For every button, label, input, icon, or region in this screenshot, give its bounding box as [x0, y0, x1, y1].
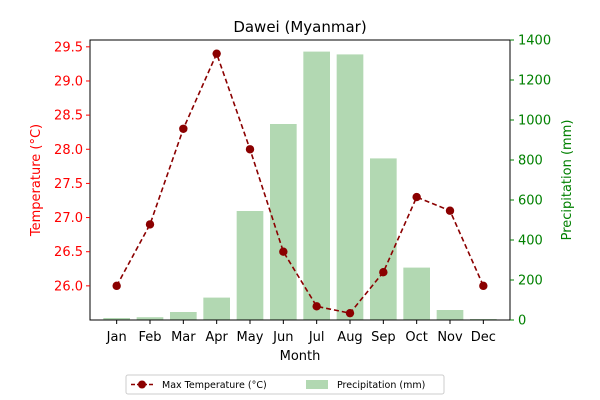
x-tick-label-jul: Jul — [308, 330, 325, 345]
precipitation-bar-jan — [103, 318, 130, 320]
x-axis-label: Month — [280, 349, 321, 364]
x-axis: Jan Feb Mar Apr May Jun Jul Aug Sep Oct Nov Dec — [106, 320, 496, 345]
x-tick-label-mar: Mar — [171, 330, 196, 345]
y-right-tick-label: 0 — [518, 314, 526, 329]
precipitation-bar-sep — [370, 158, 397, 320]
temperature-point-feb — [145, 220, 155, 229]
temperature-line — [112, 49, 488, 318]
temperature-series-line — [115, 51, 485, 315]
temperature-point-sep — [379, 267, 388, 277]
y-right-tick-label: 1000 — [518, 114, 551, 129]
legend: Max Temperature (°C) Precipitation (mm) — [125, 374, 445, 395]
x-tick-label-feb: Feb — [138, 330, 161, 345]
chart-title: Dawei (Myanmar) — [233, 18, 366, 36]
legend-box — [125, 374, 445, 395]
temperature-point-mar — [179, 124, 188, 133]
y-left-tick-label: 28.5 — [54, 109, 83, 124]
precipitation-bars — [103, 51, 497, 321]
y-right-tick-label: 200 — [518, 274, 543, 289]
y-left-tick-label: 29.0 — [54, 74, 83, 89]
legend-bar-swatch — [306, 380, 328, 389]
y-axis-right-label: Precipitation (mm) — [560, 120, 575, 241]
temperature-point-dec — [479, 281, 488, 291]
temperature-point-aug — [345, 308, 355, 318]
x-tick-label-apr: Apr — [205, 330, 228, 345]
precipitation-bar-aug — [336, 54, 364, 321]
precipitation-bar-feb — [136, 317, 164, 320]
temperature-point-jul — [312, 302, 321, 311]
precipitation-bar-apr — [203, 297, 230, 320]
y-right-tick-label: 1200 — [518, 74, 551, 89]
precipitation-bar-may — [236, 211, 264, 320]
x-tick-label-dec: Dec — [471, 330, 496, 345]
y-axis-left-label: Temperature (°C) — [29, 124, 44, 237]
temperature-point-apr — [212, 49, 221, 58]
y-left-tick-label: 27.0 — [54, 211, 83, 226]
legend-temperature-label: Max Temperature (°C) — [162, 380, 267, 391]
y-right-tick-label: 600 — [518, 194, 543, 209]
precipitation-bar-mar — [170, 312, 197, 320]
y-right-tick-label: 1400 — [518, 34, 551, 49]
x-tick-label-jun: Jun — [272, 330, 293, 345]
plot-frame — [89, 39, 511, 321]
temperature-point-oct — [412, 192, 421, 202]
y-axis-right: 0 200 400 600 800 1000 1200 1400 — [510, 34, 551, 329]
precipitation-bar-nov — [436, 310, 464, 320]
temperature-point-may — [245, 145, 255, 154]
y-right-tick-label: 400 — [518, 234, 543, 249]
x-tick-label-jan: Jan — [106, 330, 127, 345]
x-tick-label-may: May — [237, 330, 264, 345]
precipitation-bar-jun — [270, 124, 297, 320]
y-left-tick-label: 26.0 — [54, 279, 83, 294]
x-tick-label-sep: Sep — [371, 330, 396, 345]
x-tick-label-nov: Nov — [437, 330, 463, 345]
precipitation-bar-oct — [403, 267, 430, 320]
y-left-tick-label: 29.5 — [54, 40, 83, 55]
precipitation-bar-jul — [303, 51, 330, 320]
temperature-point-jan — [112, 281, 121, 291]
legend-precipitation-label: Precipitation (mm) — [337, 380, 425, 391]
y-left-tick-label: 26.5 — [54, 245, 83, 260]
temperature-point-jun — [279, 247, 288, 256]
y-left-tick-label: 27.5 — [54, 177, 83, 192]
x-tick-label-aug: Aug — [337, 330, 362, 345]
y-right-tick-label: 800 — [518, 154, 543, 169]
legend-line-marker — [138, 380, 146, 389]
y-left-tick-label: 28.0 — [54, 143, 83, 158]
temperature-point-nov — [445, 206, 455, 215]
x-tick-label-oct: Oct — [405, 330, 427, 345]
y-axis-left: 26.0 26.5 27.0 27.5 28.0 28.5 29.0 29.5 — [54, 40, 90, 294]
